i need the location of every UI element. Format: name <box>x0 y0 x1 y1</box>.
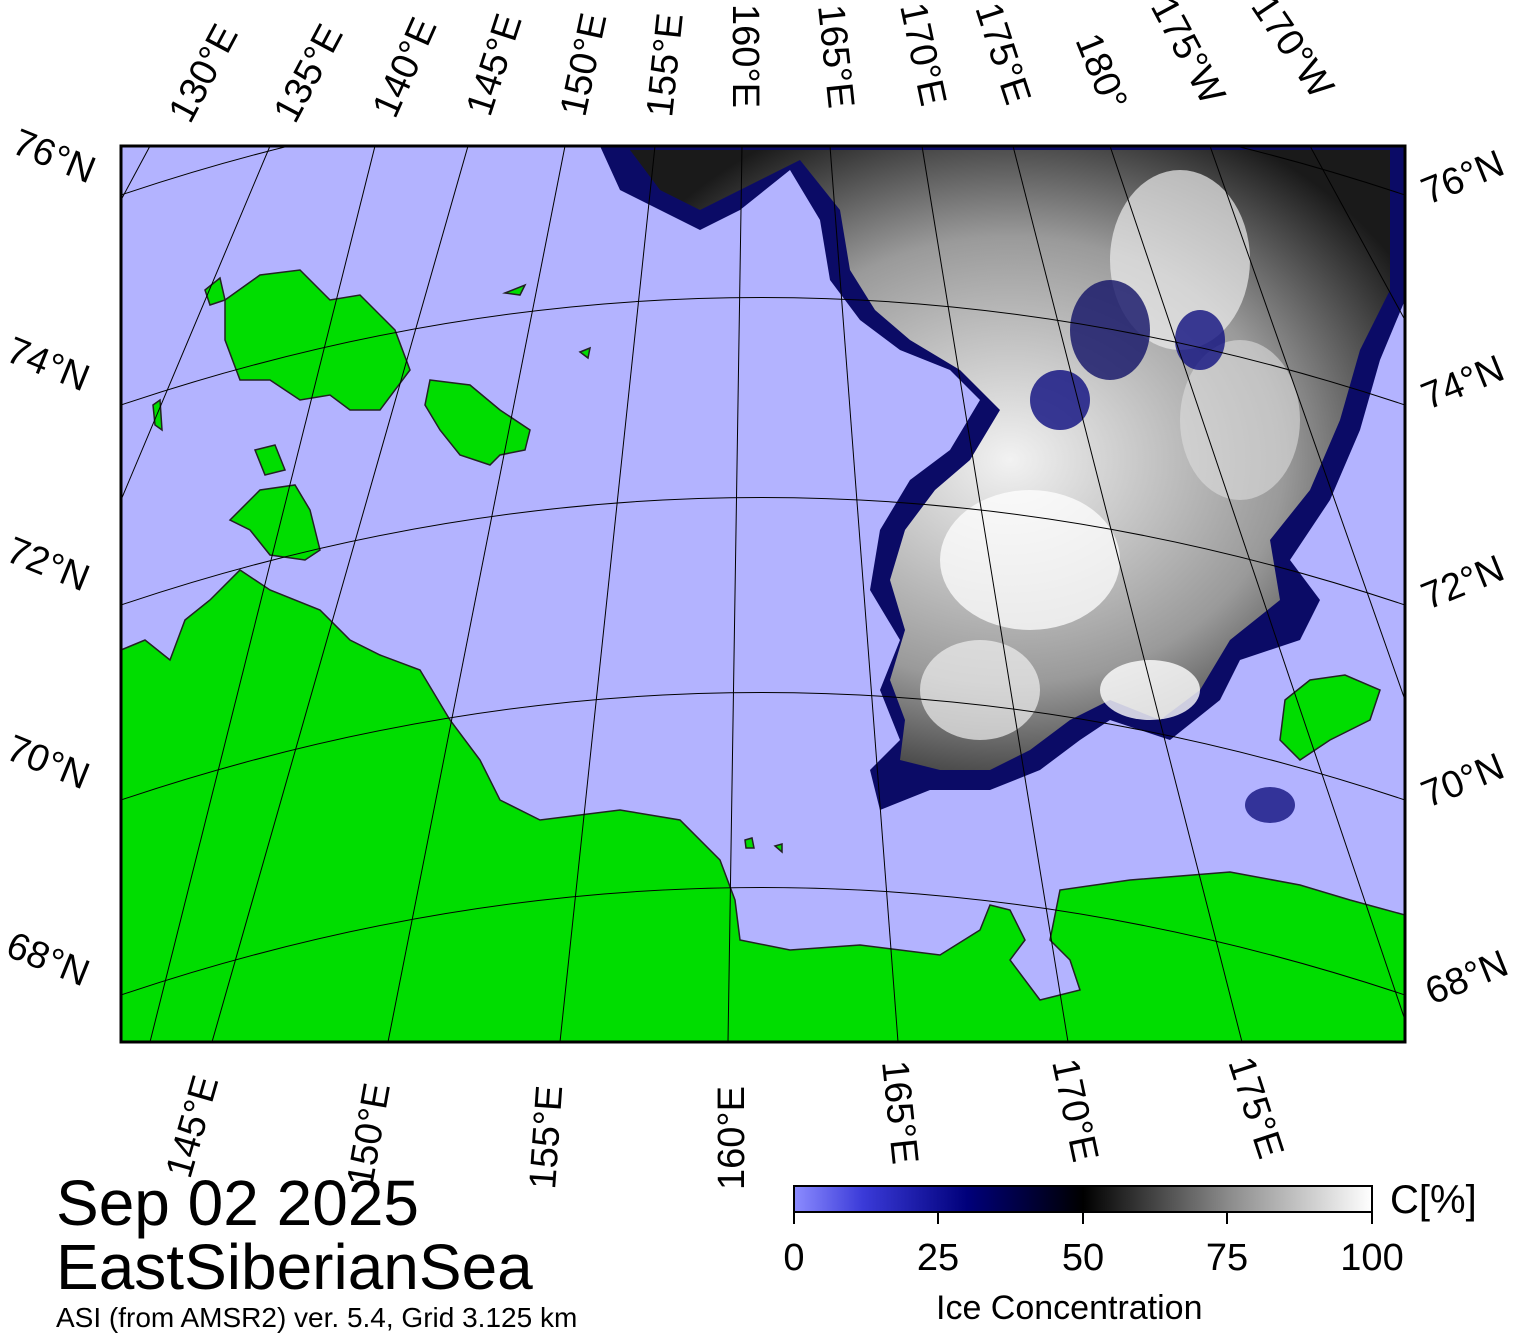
wrangel-island <box>1279 674 1381 761</box>
top-lon-label: 150°E <box>553 9 616 119</box>
henrietta-island <box>578 346 592 360</box>
left-lat-label: 72°N <box>1 529 95 600</box>
colorbar-ramp <box>793 1185 1373 1213</box>
new-siberia-island <box>424 379 531 466</box>
right-latitude-labels: 76°N 74°N 72°N 70°N 68°N <box>1416 143 1514 1014</box>
graticule <box>121 146 1405 1042</box>
kotelny-island <box>224 269 411 411</box>
jeannette-island <box>502 283 527 296</box>
right-lat-label: 68°N <box>1420 943 1514 1014</box>
left-lat-label: 70°N <box>1 727 95 798</box>
colorbar-tick-label: 25 <box>916 1237 960 1279</box>
top-lon-label: 145°E <box>459 9 531 121</box>
data-source: ASI (from AMSR2) ver. 5.4, Grid 3.125 km <box>56 1302 578 1333</box>
maly-lyakhovsky-island <box>253 444 287 476</box>
sea-ice-pack <box>600 146 1405 823</box>
bottom-lon-label: 170°E <box>1043 1055 1106 1165</box>
top-lon-label: 165°E <box>809 3 862 111</box>
colorbar-tick-label: 75 <box>1205 1237 1249 1279</box>
left-lat-label: 68°N <box>1 924 95 995</box>
top-lon-label: 140°E <box>365 12 446 124</box>
region-name: EastSiberianSea <box>56 1231 533 1303</box>
top-lon-label: 155°E <box>639 11 692 119</box>
bolshoy-lyakhovsky-island <box>228 484 321 561</box>
top-lon-label: 175°E <box>966 0 1038 110</box>
land <box>121 269 1405 1042</box>
colorbar-tick-label: 0 <box>783 1237 805 1279</box>
map-frame <box>119 144 1407 1044</box>
top-lon-label: 135°E <box>266 18 352 130</box>
right-lat-label: 72°N <box>1416 548 1510 619</box>
colorbar-unit: C[%] <box>1390 1178 1477 1222</box>
map-panel <box>121 146 1405 1042</box>
bear-islands <box>744 837 783 854</box>
left-lat-label: 76°N <box>7 121 101 192</box>
top-lon-label: 130°E <box>161 18 247 130</box>
bottom-lon-label: 175°E <box>1219 1052 1291 1164</box>
bottom-lon-label: 145°E <box>158 1071 227 1183</box>
top-lon-label: 175°W <box>1142 0 1233 111</box>
bottom-lon-label: 160°E <box>711 1086 753 1190</box>
map-date: Sep 02 2025 <box>56 1167 419 1239</box>
right-lat-label: 76°N <box>1416 143 1510 214</box>
left-lat-label: 74°N <box>1 329 95 400</box>
colorbar-title: Ice Concentration <box>936 1289 1203 1327</box>
colorbar-tick-label: 100 <box>1340 1237 1404 1279</box>
left-latitude-labels: 76°N 74°N 72°N 70°N 68°N <box>1 121 101 995</box>
top-lon-label: 180° <box>1067 28 1135 117</box>
top-longitude-labels: 130°E 135°E 140°E 145°E 150°E 155°E 160°… <box>161 0 1342 129</box>
colorbar-tick-marks <box>793 1212 1373 1224</box>
top-lon-label: 160°E <box>724 4 766 108</box>
bottom-lon-label: 155°E <box>522 1084 571 1191</box>
mainland-siberia <box>121 569 1405 1042</box>
right-lat-label: 74°N <box>1416 348 1510 419</box>
top-lon-label: 170°E <box>891 0 954 110</box>
colorbar-tick-label: 50 <box>1061 1237 1105 1279</box>
bottom-lon-label: 165°E <box>873 1059 926 1167</box>
top-lon-label: 170°W <box>1243 0 1342 106</box>
belkovsky-island <box>204 276 226 306</box>
right-lat-label: 70°N <box>1416 746 1510 817</box>
